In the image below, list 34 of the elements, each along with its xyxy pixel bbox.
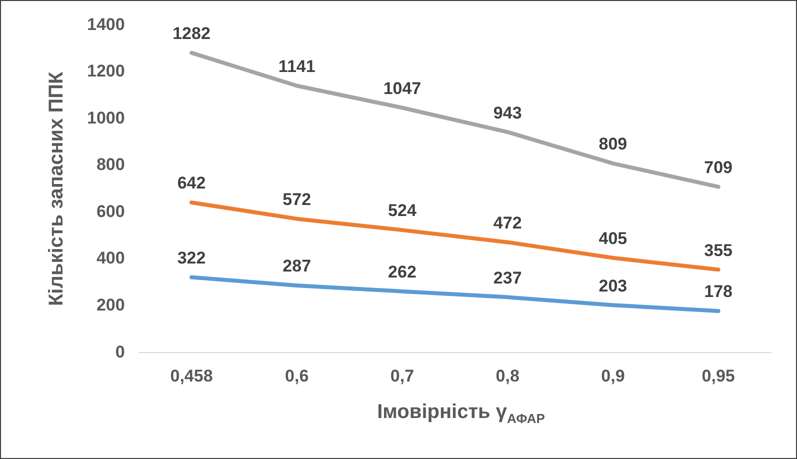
y-tick-label: 600 [96, 202, 125, 221]
y-tick-label: 200 [96, 296, 125, 315]
x-tick-label: 0,8 [496, 366, 520, 386]
data-label: 203 [598, 276, 628, 296]
x-tick-label: 0,458 [170, 366, 213, 386]
x-tick-label: 0,95 [702, 366, 735, 386]
data-label: 642 [177, 174, 206, 193]
y-axis-title: Кількість запасних ППК [46, 70, 68, 306]
x-tick-label: 0,6 [285, 366, 309, 386]
data-label: 472 [493, 213, 522, 232]
data-label: 405 [598, 229, 628, 248]
data-label: 572 [282, 190, 312, 210]
data-label: 709 [704, 158, 733, 177]
data-label: 287 [282, 256, 312, 276]
data-label: 809 [598, 134, 628, 154]
y-tick-label: 1200 [86, 62, 125, 81]
data-label: 943 [493, 103, 522, 122]
y-tick-label: 0 [115, 342, 125, 362]
data-label: 237 [493, 268, 522, 288]
x-tick-label: 0,9 [601, 366, 625, 386]
data-label: 322 [177, 248, 206, 268]
data-label: 178 [704, 282, 733, 302]
x-tick-label: 0,7 [390, 366, 414, 386]
y-tick-label: 800 [96, 155, 125, 174]
x-axis-title: Імовірність γ$_{АФАР}$ [376, 401, 546, 426]
data-label: 1141 [278, 56, 316, 76]
data-label: 262 [388, 262, 416, 282]
y-tick-label: 400 [96, 248, 125, 268]
data-label: 355 [704, 240, 733, 260]
y-tick-label: 1400 [86, 14, 125, 34]
data-label: 524 [388, 201, 417, 220]
y-tick-label: 1000 [86, 108, 125, 128]
data-label: 1282 [172, 24, 210, 43]
data-label: 1047 [383, 78, 422, 98]
